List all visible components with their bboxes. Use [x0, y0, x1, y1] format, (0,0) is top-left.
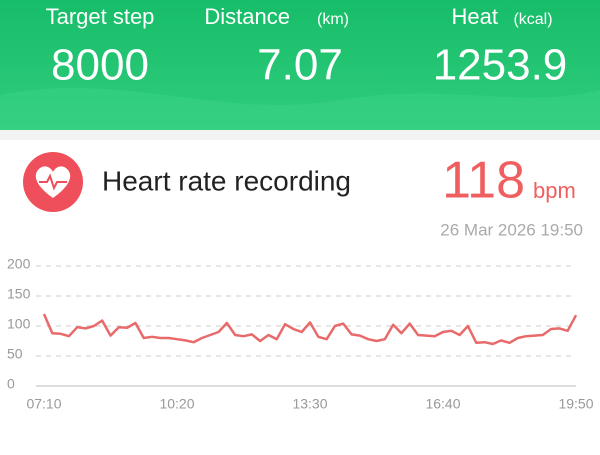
stat-unit: (kcal) [513, 11, 552, 28]
heart-rate-line [42, 313, 578, 346]
heart-unit: bpm [533, 178, 576, 203]
x-tick-label: 10:20 [159, 396, 194, 412]
chart: 0 50 100 150 200 07:10 10:20 13:30 16:40 19:50 [7, 256, 594, 412]
header-wave [0, 87, 600, 130]
stat-value: 8000 [51, 41, 149, 90]
x-tick-label: 19:50 [558, 396, 593, 412]
stat-unit: (km) [317, 11, 349, 28]
y-tick-label: 100 [7, 316, 31, 332]
stat-label: Heat [452, 4, 498, 29]
y-tick-label: 150 [7, 286, 31, 302]
stat-value: 7.07 [257, 41, 343, 90]
x-tick-label: 13:30 [292, 396, 327, 412]
timestamp: 26 Mar 2026 19:50 [440, 220, 583, 239]
heart-icon [23, 152, 83, 212]
x-tick-label: 16:40 [425, 396, 460, 412]
stats: Target step 8000 Distance (km) 7.07 Heat… [46, 4, 568, 90]
stat-label: Target step [46, 4, 155, 29]
heart-rate: 118 [442, 152, 525, 210]
stat-label: Distance [204, 4, 290, 29]
y-tick-label: 0 [7, 376, 15, 392]
y-tick-label: 200 [7, 256, 31, 272]
separator [0, 130, 600, 140]
card-title: Heart rate recording [102, 165, 351, 196]
stat-value: 1253.9 [433, 41, 568, 90]
y-tick-label: 50 [7, 346, 23, 362]
x-tick-label: 07:10 [26, 396, 61, 412]
pulse-shape [39, 173, 67, 191]
header-bg [0, 0, 600, 130]
